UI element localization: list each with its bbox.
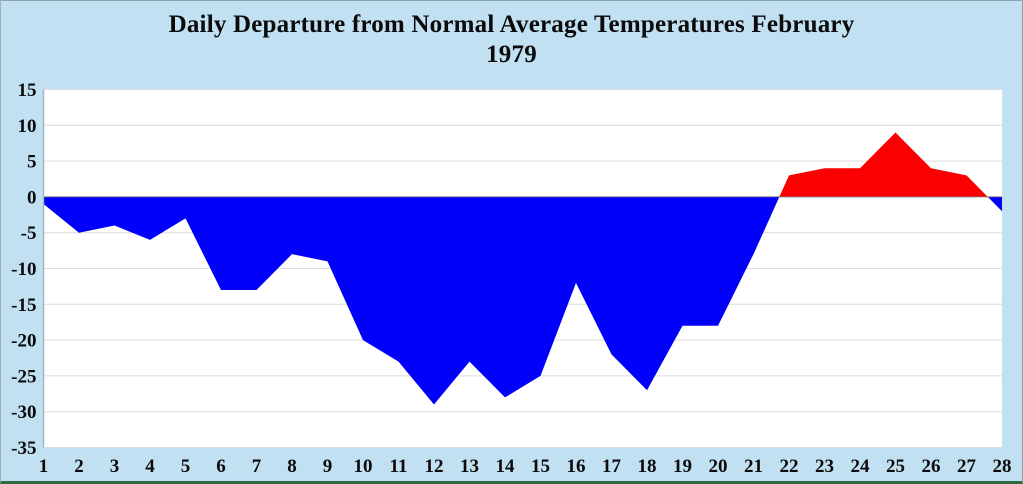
- y-tick-label: -35: [11, 438, 36, 459]
- x-tick-label: 18: [638, 456, 657, 477]
- x-tick-label: 25: [886, 456, 905, 477]
- y-tick-label: -5: [21, 223, 37, 244]
- x-tick-label: 17: [602, 456, 622, 477]
- y-tick-label: 15: [18, 80, 37, 101]
- x-tick-label: 6: [216, 456, 226, 477]
- x-tick-label: 16: [567, 456, 586, 477]
- x-tick-label: 19: [673, 456, 692, 477]
- chart-title-line-2: 1979: [486, 40, 537, 68]
- negative-departure-area: [43, 196, 1002, 405]
- y-tick-label: -20: [11, 331, 36, 352]
- y-tick-label: 0: [27, 187, 37, 208]
- x-tick-label: 27: [957, 456, 977, 477]
- x-tick-label: 13: [460, 456, 479, 477]
- x-tick-label: 5: [181, 456, 191, 477]
- positive-departure-area: [43, 132, 1002, 197]
- y-tick-label: -15: [11, 295, 36, 316]
- x-tick-label: 11: [390, 456, 408, 477]
- x-tick-label: 9: [323, 456, 333, 477]
- x-tick-label: 4: [145, 456, 155, 477]
- y-tick-label: 5: [27, 152, 37, 173]
- x-tick-label: 26: [922, 456, 941, 477]
- x-tick-label: 3: [110, 456, 120, 477]
- x-tick-label: 1: [39, 456, 49, 477]
- x-tick-label: 2: [74, 456, 84, 477]
- x-tick-label: 14: [496, 456, 516, 477]
- y-tick-label: 10: [18, 116, 37, 137]
- y-tick-label: -10: [11, 259, 36, 280]
- chart-title-line-1: Daily Departure from Normal Average Temp…: [168, 11, 855, 38]
- x-tick-label: 10: [354, 456, 373, 477]
- x-tick-label: 8: [287, 456, 297, 477]
- x-tick-label: 23: [815, 456, 834, 477]
- y-tick-label: -25: [11, 366, 36, 387]
- chart-title: Daily Departure from Normal Average Temp…: [1, 10, 1022, 69]
- y-tick-label: -30: [11, 402, 36, 423]
- x-tick-label: 28: [993, 456, 1012, 477]
- x-tick-label: 22: [780, 456, 799, 477]
- x-tick-label: 12: [425, 456, 444, 477]
- x-tick-label: 7: [252, 456, 262, 477]
- x-tick-label: 24: [851, 456, 871, 477]
- x-tick-label: 15: [531, 456, 550, 477]
- x-tick-label: 20: [709, 456, 728, 477]
- x-tick-label: 21: [744, 456, 763, 477]
